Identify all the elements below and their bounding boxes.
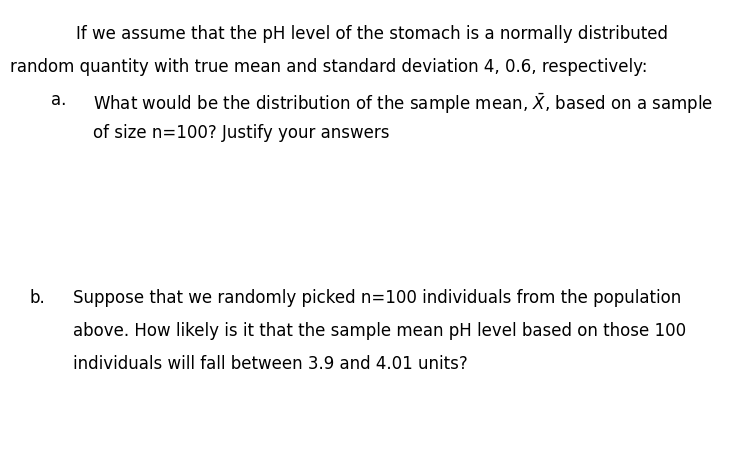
- Text: of size n=100? Justify your answers: of size n=100? Justify your answers: [93, 124, 390, 142]
- Text: random quantity with true mean and standard deviation 4, 0.6, respectively:: random quantity with true mean and stand…: [10, 58, 647, 76]
- Text: a.: a.: [51, 91, 66, 109]
- Text: b.: b.: [30, 289, 45, 307]
- Text: individuals will fall between 3.9 and 4.01 units?: individuals will fall between 3.9 and 4.…: [73, 355, 468, 373]
- Text: above. How likely is it that the sample mean pH level based on those 100: above. How likely is it that the sample …: [73, 322, 686, 340]
- Text: Suppose that we randomly picked n=100 individuals from the population: Suppose that we randomly picked n=100 in…: [73, 289, 682, 307]
- Text: What would be the distribution of the sample mean, $\bar{X}$, based on a sample: What would be the distribution of the sa…: [93, 91, 713, 116]
- Text: If we assume that the pH level of the stomach is a normally distributed: If we assume that the pH level of the st…: [76, 25, 668, 43]
